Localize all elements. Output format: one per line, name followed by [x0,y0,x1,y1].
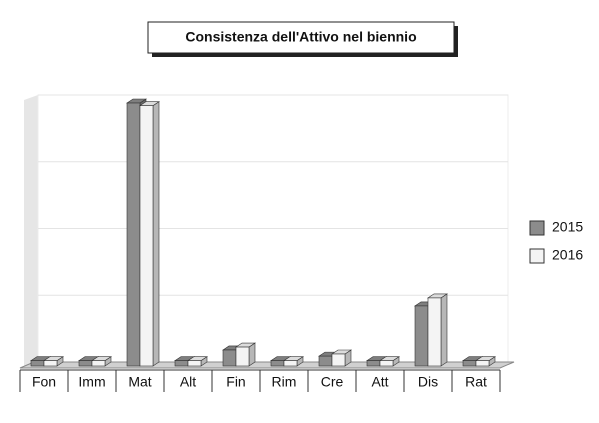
bar [235,346,250,367]
bar-side [440,293,448,367]
x-tick-label: Fin [226,374,245,390]
bar [379,360,394,367]
bar [174,360,189,367]
x-tick-label: Fon [32,374,56,390]
x-tick-label: Att [371,374,388,390]
x-tick-label: Alt [180,374,196,390]
bar-side [152,101,160,367]
x-tick-label: Rat [465,374,487,390]
bar [318,355,333,367]
x-tick-label: Rim [272,374,297,390]
bar [462,360,477,367]
bar [43,360,58,367]
legend-swatch [529,248,545,264]
bar [139,105,154,367]
bar [270,360,285,367]
bar [366,360,381,367]
bar [187,360,202,367]
bar [331,353,346,367]
x-tick-label: Imm [78,374,105,390]
bar [126,102,141,367]
bar [30,360,45,367]
legend-label: 2016 [552,247,583,263]
legend-swatch [529,220,545,236]
x-tick-label: Cre [321,374,344,390]
bar [91,360,106,367]
left-wall [24,95,38,368]
bar [78,360,93,367]
title-box [147,21,455,54]
chart-title: Consistenza dell'Attivo nel biennio [185,29,416,45]
bar [427,297,442,367]
bar [283,360,298,367]
bar [414,305,429,367]
legend-label: 2015 [552,219,583,235]
bar [222,349,237,367]
bar [475,360,490,367]
x-tick-label: Mat [128,374,151,390]
x-tick-label: Dis [418,374,438,390]
